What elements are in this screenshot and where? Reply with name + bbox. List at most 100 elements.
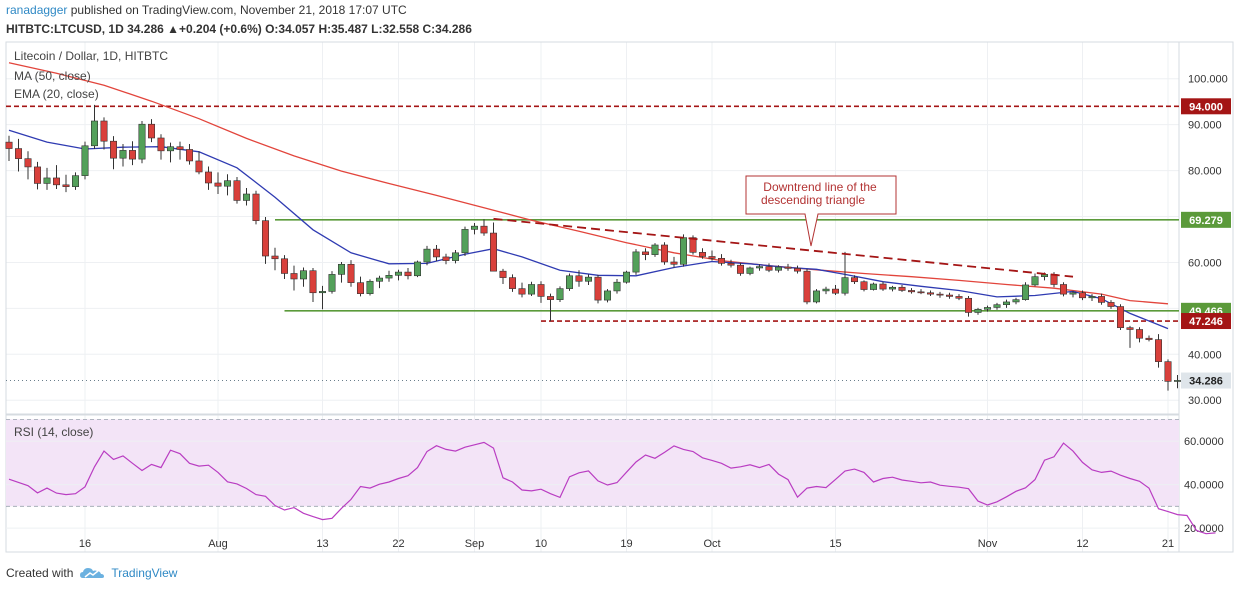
candle[interactable] [841,251,849,296]
candle[interactable] [1069,290,1077,298]
candle[interactable] [955,294,963,301]
candle[interactable] [1136,327,1144,343]
candle[interactable] [157,134,165,160]
candle[interactable] [252,190,260,225]
candle[interactable] [148,119,156,143]
candle[interactable] [850,275,858,285]
candle[interactable] [442,253,450,265]
candle[interactable] [1107,300,1115,309]
candle[interactable] [964,295,972,317]
candle[interactable] [119,143,127,167]
candle[interactable] [556,286,564,302]
candle[interactable] [917,289,925,295]
candle[interactable] [328,271,336,294]
candle[interactable] [91,104,99,150]
candle[interactable] [698,248,706,259]
candle[interactable] [385,270,393,282]
candle[interactable] [186,143,194,165]
candle[interactable] [632,249,640,275]
candle[interactable] [1031,273,1039,287]
candle[interactable] [81,141,89,180]
candle[interactable] [784,263,792,271]
candle[interactable] [451,250,459,264]
candle[interactable] [945,292,953,299]
candle[interactable] [356,276,364,297]
candle[interactable] [461,226,469,257]
candle[interactable] [831,284,839,296]
price-axis[interactable] [1178,41,1234,553]
candle[interactable] [898,284,906,292]
candle[interactable] [1012,297,1020,305]
candle[interactable] [518,282,526,298]
candle[interactable] [974,307,982,315]
candle[interactable] [394,269,402,281]
candle[interactable] [736,262,744,276]
candle[interactable] [261,216,269,264]
candle[interactable] [993,302,1001,310]
candle[interactable] [243,188,251,206]
candle[interactable] [755,264,763,271]
candle[interactable] [565,273,573,291]
candle[interactable] [129,141,137,166]
candle[interactable] [641,248,649,261]
candle[interactable] [1021,282,1029,301]
candle[interactable] [717,254,725,266]
candle[interactable] [167,142,175,163]
candle[interactable] [271,247,279,271]
candle[interactable] [765,263,773,273]
candle[interactable] [774,265,782,273]
candle[interactable] [1126,325,1134,348]
candle[interactable] [413,260,421,278]
candle[interactable] [746,266,754,276]
candle[interactable] [309,267,317,302]
candle[interactable] [214,172,222,195]
candle[interactable] [584,274,592,285]
candle[interactable] [423,245,431,266]
candle[interactable] [1060,282,1068,297]
tradingview-brand-link[interactable]: TradingView [111,566,178,580]
candle[interactable] [936,291,944,298]
candle[interactable] [470,222,478,235]
candle[interactable] [138,120,146,164]
candle[interactable] [280,255,288,279]
candle[interactable] [1079,290,1087,301]
candle[interactable] [1164,359,1172,391]
candle[interactable] [812,289,820,304]
candle[interactable] [679,234,687,267]
candle[interactable] [233,177,241,204]
candle[interactable] [480,219,488,236]
candle[interactable] [869,282,877,291]
candle[interactable] [803,268,811,305]
candles-layer[interactable] [5,104,1182,391]
candle[interactable] [499,268,507,285]
candle[interactable] [290,265,298,291]
candle[interactable] [1174,374,1182,389]
candle[interactable] [489,222,497,272]
candle[interactable] [15,138,23,172]
candle[interactable] [1155,334,1163,368]
candle[interactable] [404,267,412,280]
candle[interactable] [24,151,32,180]
candle[interactable] [822,286,830,295]
candle[interactable] [1145,335,1153,342]
candle[interactable] [5,135,13,161]
candle[interactable] [33,161,41,190]
candle[interactable] [110,136,118,170]
candle[interactable] [299,267,307,287]
candle[interactable] [727,259,735,268]
candle[interactable] [1002,299,1010,308]
candle[interactable] [508,274,516,292]
candle[interactable] [575,270,583,287]
candle[interactable] [43,167,51,190]
candle[interactable] [432,244,440,262]
candle[interactable] [983,305,991,312]
candle[interactable] [860,280,868,292]
candle[interactable] [622,270,630,284]
candle[interactable] [651,243,659,257]
candle[interactable] [1117,304,1125,330]
candle[interactable] [62,174,70,193]
candle[interactable] [100,117,108,150]
candle[interactable] [318,285,326,310]
candle[interactable] [72,172,80,190]
